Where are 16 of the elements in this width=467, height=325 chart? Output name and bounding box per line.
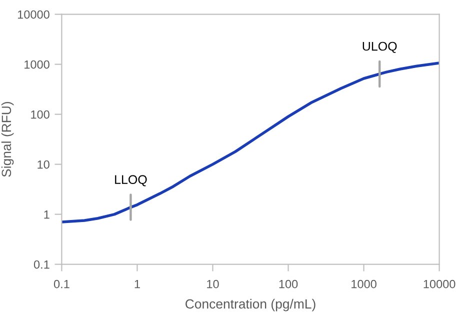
x-tick-label: 0.1 (54, 280, 70, 288)
x-tick-label: 1 (134, 280, 140, 288)
x-axis-title: Concentration (pg/mL) (186, 298, 316, 312)
y-tick-label: 10000 (18, 10, 50, 19)
x-tick-label: 10000 (424, 280, 456, 288)
x-tick-label: 10 (207, 280, 219, 288)
x-tick-label: 1000 (352, 280, 376, 288)
y-tick-label: 1000 (24, 60, 50, 69)
y-tick-label: 0.1 (34, 260, 50, 269)
y-axis-title: Signal (RFU) (1, 102, 14, 177)
y-tick-label: 100 (31, 110, 50, 119)
annotation: ULOQ (362, 42, 397, 53)
annotation: LLOQ (115, 175, 147, 186)
x-tick-label: 100 (279, 280, 298, 288)
y-tick-label: 1 (44, 210, 50, 219)
y-tick-label: 10 (38, 160, 50, 169)
